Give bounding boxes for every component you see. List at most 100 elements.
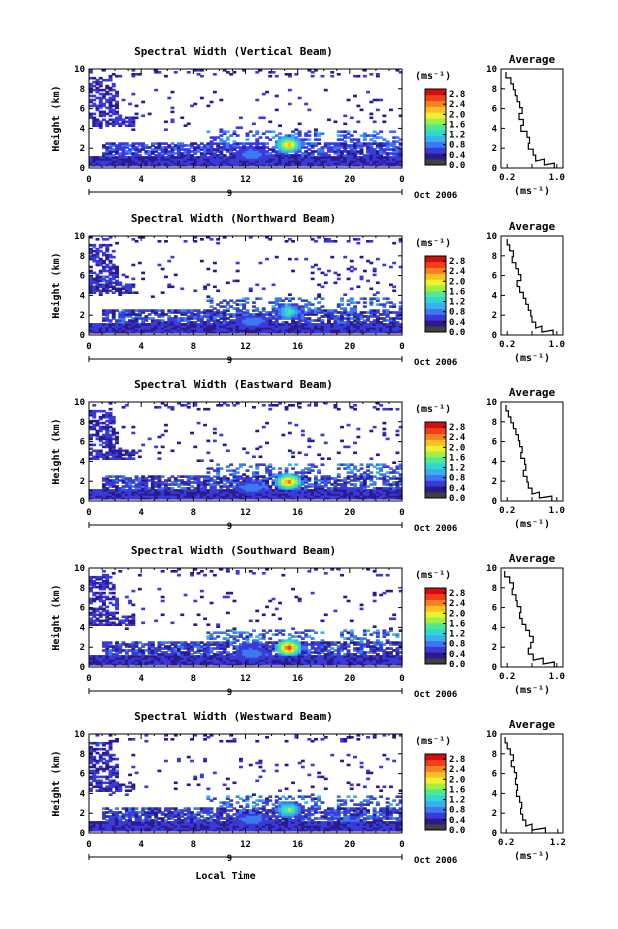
heatmap-cell <box>150 491 155 494</box>
heatmap-cell <box>369 315 374 318</box>
heatmap-cell <box>199 315 204 318</box>
heatmap-cell <box>216 154 221 157</box>
heatmap-cell <box>323 156 328 159</box>
heatmap-cell <box>346 132 351 135</box>
heatmap-cell <box>265 321 269 324</box>
heatmap-cell <box>255 98 260 102</box>
heatmap-cell <box>395 481 400 484</box>
heatmap-cell <box>115 477 119 480</box>
heatmap-cell <box>323 497 328 500</box>
heatmap-cell <box>369 463 374 466</box>
heatmap-cell <box>154 325 159 328</box>
heatmap-cell <box>304 305 309 308</box>
colorbar-swatch <box>425 267 446 274</box>
heatmap-cell <box>310 265 315 269</box>
heatmap-cell <box>314 162 318 165</box>
y-tick-label: 8 <box>80 418 85 428</box>
heatmap-cell <box>121 144 126 147</box>
heatmap-cell <box>317 497 322 500</box>
heatmap-cell <box>102 309 106 312</box>
heatmap-cell <box>291 315 295 318</box>
heatmap-cell <box>212 156 217 159</box>
heatmap-cell <box>89 419 93 423</box>
heatmap-cell <box>395 321 400 324</box>
heatmap-cell <box>379 136 384 139</box>
heatmap-cell <box>154 319 159 322</box>
heatmap-cell <box>222 329 227 332</box>
heatmap-cell <box>92 497 97 500</box>
heatmap-cell <box>353 238 357 241</box>
heatmap-cell <box>186 327 191 330</box>
heatmap-cell <box>278 491 282 494</box>
heatmap-cell <box>92 271 97 275</box>
heatmap-cell <box>389 487 393 490</box>
heatmap-cell <box>105 311 110 314</box>
heatmap-cell <box>180 160 185 163</box>
heatmap-cell <box>281 433 286 437</box>
heatmap-cell <box>98 283 103 287</box>
heatmap-cell <box>141 481 146 484</box>
heatmap-cell <box>274 140 279 143</box>
heatmap-cell <box>131 479 136 482</box>
heatmap-cell <box>124 615 129 619</box>
heatmap-cell <box>199 319 204 322</box>
heatmap-cells <box>89 69 403 167</box>
heatmap-cell <box>297 491 302 494</box>
heatmap-cell <box>291 138 295 141</box>
heatmap-cell <box>111 94 116 98</box>
heatmap-cell <box>186 321 191 324</box>
heatmap-cell <box>108 419 113 423</box>
heatmap-cell <box>278 331 282 334</box>
date-label: Oct 2006 <box>414 358 457 368</box>
heatmap-cell <box>170 255 175 259</box>
heatmap-cell <box>105 158 110 161</box>
heatmap-cell <box>297 146 302 149</box>
heatmap-cell <box>118 311 123 314</box>
heatmap-cell <box>108 255 113 259</box>
heatmap-cell <box>356 329 361 332</box>
heatmap-cell <box>170 120 175 124</box>
heatmap-cell <box>346 493 351 496</box>
heatmap-cell <box>102 570 106 573</box>
heatmap-cell <box>95 581 100 585</box>
heatmap-cell <box>190 160 194 163</box>
heatmap-cell <box>173 483 178 486</box>
heatmap-cell <box>235 493 240 496</box>
heatmap-cell <box>258 158 263 161</box>
heatmap-cell <box>118 154 123 157</box>
heatmap-cell <box>382 483 387 486</box>
heatmap-cell <box>134 477 139 480</box>
heatmap-cell <box>95 429 100 433</box>
heatmap-cell <box>320 271 325 275</box>
heatmap-cell <box>294 303 299 306</box>
heatmap-cell <box>392 323 397 326</box>
heatmap-cell <box>327 479 331 482</box>
heatmap-cell <box>167 150 172 153</box>
heatmap-cell <box>111 285 116 289</box>
heatmap-cell <box>271 493 276 496</box>
heatmap-cell <box>389 158 393 161</box>
heatmap-cell <box>349 491 354 494</box>
heatmap-cell <box>186 331 191 334</box>
heatmap-cell <box>287 150 292 153</box>
heatmap-cell <box>183 313 188 316</box>
heatmap-cell <box>121 142 126 145</box>
heatmap-cell <box>287 329 292 332</box>
heatmap-cell <box>95 156 100 159</box>
heatmap-cell <box>389 108 393 112</box>
heatmap-cell <box>382 473 387 476</box>
heatmap-cell <box>196 160 201 163</box>
heatmap-cell <box>310 154 315 157</box>
heatmap-cell <box>164 483 168 486</box>
heatmap-cell <box>284 406 289 409</box>
heatmap-cell <box>216 136 221 139</box>
heatmap-cell <box>121 493 126 496</box>
heatmap-cell <box>252 481 256 484</box>
heatmap-cell <box>278 402 282 405</box>
x-tick-label: 16 <box>292 342 303 352</box>
heatmap-cell <box>336 146 341 149</box>
heatmap-cell <box>108 152 113 155</box>
heatmap-cell <box>212 311 217 314</box>
heatmap-cell <box>134 483 139 486</box>
heatmap-cell <box>203 158 207 161</box>
